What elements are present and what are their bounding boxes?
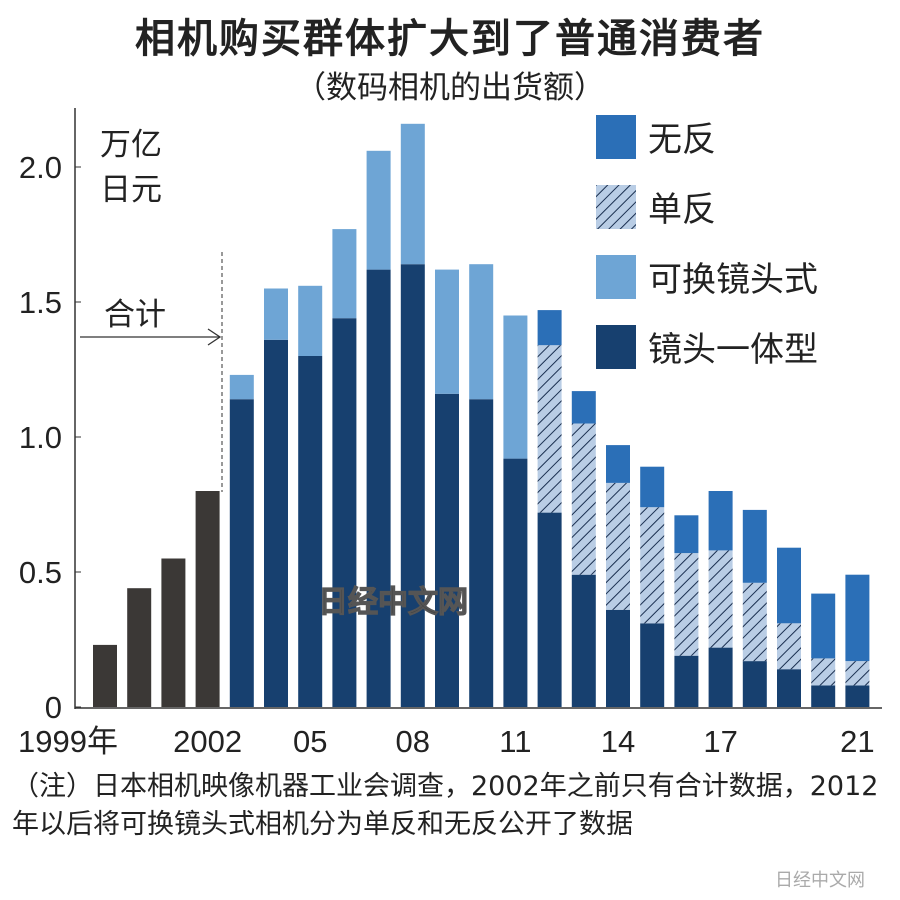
- chart-title: 相机购买群体扩大到了普通消费者: [135, 16, 765, 62]
- y-tick-label: 0: [45, 690, 62, 725]
- unit-label-line2: 日元: [100, 172, 162, 207]
- bar-2017-series-3: [708, 550, 733, 648]
- bar-2008-series-1: [400, 264, 425, 707]
- bar-2008-series-2: [400, 123, 425, 265]
- bar-2002-series-0: [195, 491, 220, 707]
- bar-2012-series-3: [537, 345, 562, 513]
- y-tick-label: 0.5: [19, 555, 62, 590]
- bar-2010-series-1: [469, 399, 494, 707]
- bar-2017-series-1: [708, 647, 733, 707]
- bar-2013-series-4: [571, 391, 596, 424]
- bar-2007-series-1: [366, 269, 391, 707]
- bar-2003-series-1: [229, 399, 254, 707]
- x-tick-label: 14: [601, 724, 635, 759]
- watermark: 日经中文网: [318, 585, 468, 619]
- bar-2020-series-4: [811, 593, 836, 659]
- bar-2021-series-4: [845, 574, 870, 662]
- chart-subtitle: （数码相机的出货额）: [295, 70, 605, 106]
- bar-2016-series-4: [674, 515, 699, 554]
- bar-2014-series-1: [606, 609, 630, 707]
- y-tick-label: 2.0: [19, 150, 62, 185]
- bar-2015-series-1: [640, 623, 665, 707]
- bar-2006-series-1: [332, 318, 357, 707]
- x-tick-label: 17: [703, 724, 737, 759]
- bar-2014-series-4: [606, 445, 630, 483]
- x-tick-label: 1999年: [18, 724, 118, 759]
- bar-2020-series-3: [811, 658, 836, 686]
- y-tick-label: 1.0: [19, 420, 62, 455]
- unit-label-line1: 万亿: [100, 127, 162, 162]
- bar-2010-series-2: [469, 264, 494, 400]
- legend-label: 单反: [648, 191, 716, 229]
- bar-2009-series-2: [435, 269, 459, 394]
- bar-2021-series-3: [845, 661, 870, 686]
- bar-chart: 0 0.5 1.0 1.5 2.0 1999年 2002 05 08 11 14 17 21 万亿 日…: [18, 108, 882, 759]
- bar-2018-series-1: [742, 661, 767, 707]
- bar-2006-series-2: [332, 229, 357, 319]
- x-tick-label: 11: [499, 724, 531, 759]
- bar-2016-series-3: [674, 553, 699, 656]
- bar-2019-series-4: [777, 547, 801, 624]
- bar-2000-series-0: [127, 588, 152, 707]
- bar-2019-series-3: [777, 623, 801, 670]
- legend-label: 无反: [648, 121, 716, 159]
- bar-2015-series-4: [640, 466, 665, 508]
- bar-2016-series-1: [674, 655, 699, 707]
- x-tick-label: 08: [396, 724, 430, 759]
- bar-2020-series-1: [811, 685, 836, 707]
- bar-2021-series-1: [845, 685, 870, 707]
- chart-note: （注）日本相机映像机器工业会调查，2002年之前只有合计数据，2012年以后将可…: [12, 771, 879, 840]
- arrow-head-icon: [207, 328, 222, 346]
- bar-2018-series-4: [742, 509, 767, 583]
- bar-2005-series-2: [298, 285, 323, 356]
- y-tick-label: 1.5: [19, 285, 62, 320]
- bar-2012-series-1: [537, 512, 562, 707]
- x-tick-label: 05: [293, 724, 327, 759]
- bar-1999-series-0: [93, 644, 117, 707]
- legend-swatch: [596, 255, 636, 299]
- bar-2009-series-1: [435, 393, 459, 707]
- bar-2003-series-2: [229, 374, 254, 400]
- legend-swatch: [596, 325, 636, 369]
- bar-2014-series-3: [606, 482, 630, 610]
- bar-2013-series-1: [571, 574, 596, 707]
- bar-2017-series-4: [708, 491, 733, 551]
- bar-2004-series-1: [264, 339, 288, 707]
- legend-swatch: [596, 115, 636, 159]
- bar-2005-series-1: [298, 356, 323, 707]
- bar-2004-series-2: [264, 288, 288, 340]
- x-tick-label: 2002: [173, 724, 242, 759]
- bar-2012-series-4: [537, 310, 562, 346]
- bar-2015-series-3: [640, 507, 665, 624]
- bar-2001-series-0: [161, 558, 186, 707]
- bar-2011-series-1: [503, 458, 528, 707]
- bar-2018-series-3: [742, 582, 767, 662]
- x-tick-label: 21: [840, 724, 874, 759]
- bar-2007-series-2: [366, 150, 391, 270]
- bar-2019-series-1: [777, 669, 801, 707]
- legend-label: 镜头一体型: [648, 331, 818, 369]
- corner-watermark: 日经中文网: [775, 870, 865, 891]
- total-annotation: 合计: [104, 297, 166, 332]
- legend-label: 可换镜头式: [648, 261, 818, 299]
- bar-2013-series-3: [571, 423, 596, 575]
- legend-swatch: [596, 185, 636, 229]
- bar-2011-series-2: [503, 315, 528, 459]
